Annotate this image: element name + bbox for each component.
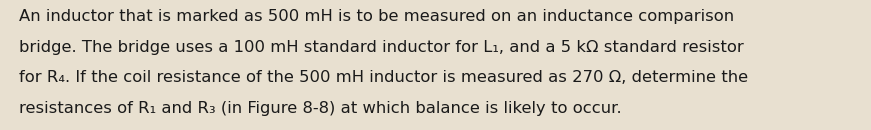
Text: An inductor that is marked as 500 mH is to be measured on an inductance comparis: An inductor that is marked as 500 mH is … <box>19 9 734 24</box>
Text: for R₄. If the coil resistance of the 500 mH inductor is measured as 270 Ω, dete: for R₄. If the coil resistance of the 50… <box>19 70 748 85</box>
Text: resistances of R₁ and R₃ (in Figure 8-8) at which balance is likely to occur.: resistances of R₁ and R₃ (in Figure 8-8)… <box>19 101 622 116</box>
Text: bridge. The bridge uses a 100 mH standard inductor for L₁, and a 5 kΩ standard r: bridge. The bridge uses a 100 mH standar… <box>19 40 744 55</box>
